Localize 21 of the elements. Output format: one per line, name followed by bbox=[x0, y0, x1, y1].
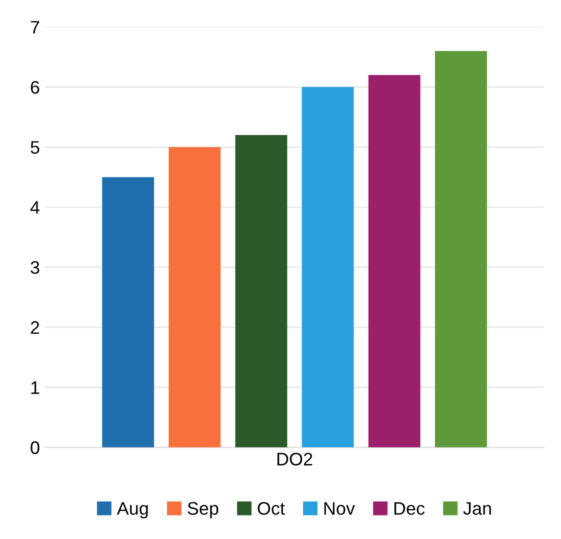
legend-label: Sep bbox=[188, 502, 218, 518]
y-tick-label: 5 bbox=[30, 141, 40, 154]
bar bbox=[434, 50, 487, 448]
bar bbox=[168, 147, 221, 448]
bar bbox=[368, 75, 420, 448]
bar bbox=[102, 177, 154, 448]
legend-label: Dec bbox=[394, 502, 425, 515]
y-tick-label: 0 bbox=[30, 441, 40, 454]
y-tick-label: 6 bbox=[30, 80, 40, 94]
legend-label: Jan bbox=[463, 502, 491, 515]
legend-label: Oct bbox=[258, 502, 285, 515]
bar bbox=[235, 135, 288, 448]
y-tick-label: 1 bbox=[31, 381, 40, 394]
legend-label: Nov bbox=[324, 502, 355, 515]
y-tick-label: 4 bbox=[30, 201, 40, 214]
bar bbox=[302, 87, 354, 448]
x-tick-label: DO2 bbox=[277, 452, 312, 466]
y-tick-label: 3 bbox=[30, 261, 40, 274]
y-tick-label: 7 bbox=[30, 21, 40, 34]
legend-label: Aug bbox=[116, 502, 148, 518]
y-tick-label: 2 bbox=[30, 321, 40, 334]
